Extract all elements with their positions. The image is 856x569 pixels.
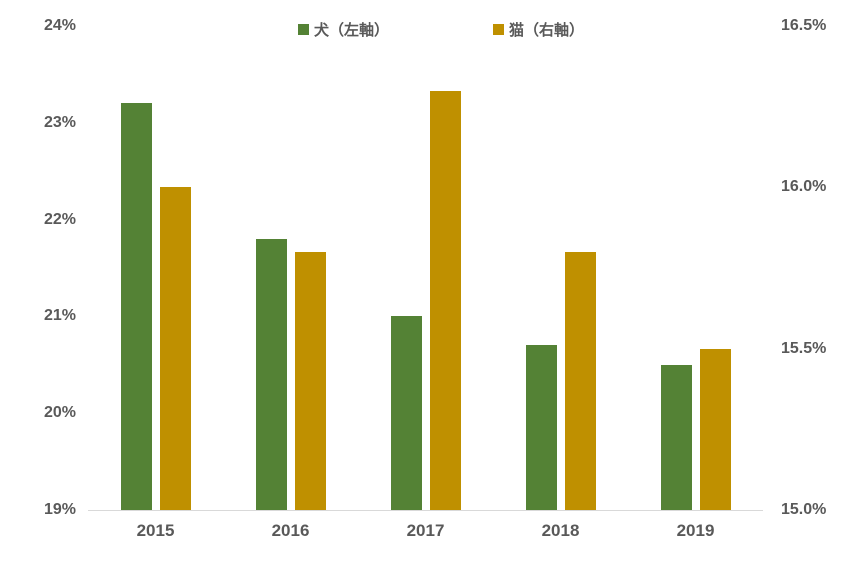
- x-axis-label-2018: 2018: [541, 521, 580, 540]
- bar-cat-2018: [564, 251, 596, 510]
- legend-item-dog: 犬（左軸）: [297, 19, 389, 40]
- x-axis-label-2016: 2016: [271, 521, 310, 540]
- bar-cat-2015: [159, 187, 191, 510]
- bar-dog-2019: [660, 364, 692, 510]
- left-axis-tick-24: 24%: [43, 17, 76, 34]
- right-axis-tick-16: 16.0%: [781, 178, 827, 196]
- bar-cat-2016: [294, 251, 326, 510]
- x-axis-line: [88, 510, 763, 511]
- legend: 犬（左軸） 猫（右軸）: [26, 19, 856, 40]
- bar-dog-2017: [390, 316, 422, 510]
- x-axis-label-2019: 2019: [676, 521, 715, 540]
- right-axis-tick-16.5: 16.5%: [781, 17, 827, 34]
- left-axis-tick-19: 19%: [43, 501, 76, 518]
- left-axis-tick-21: 21%: [43, 307, 76, 325]
- left-axis-tick-20: 20%: [43, 404, 76, 422]
- bar-dog-2018: [525, 345, 557, 510]
- bar-dog-2016: [255, 238, 287, 510]
- cat-series-swatch: [493, 24, 504, 35]
- x-axis-label-2015: 2015: [136, 521, 175, 540]
- legend-item-cat: 猫（右軸）: [493, 19, 584, 40]
- x-axis-label-2017: 2017: [406, 521, 445, 540]
- left-axis-tick-22: 22%: [43, 210, 76, 228]
- dog-series-swatch: [297, 24, 309, 35]
- bar-dog-2015: [120, 103, 152, 510]
- bar-cat-2017: [429, 90, 461, 510]
- left-axis-tick-23: 23%: [43, 113, 76, 131]
- bar-cat-2019: [699, 348, 731, 510]
- right-axis-tick-15: 15.0%: [781, 501, 827, 518]
- legend-label-dog: 犬（左軸）: [313, 22, 389, 39]
- legend-label-cat: 猫（右軸）: [509, 22, 585, 39]
- right-axis-tick-15.5: 15.5%: [781, 339, 827, 357]
